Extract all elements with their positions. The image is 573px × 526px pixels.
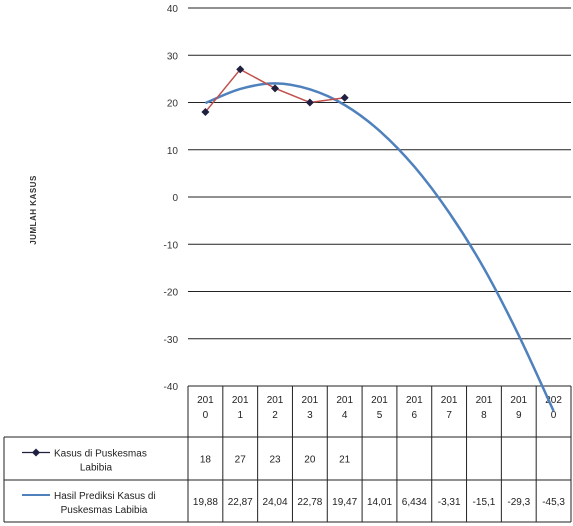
- x-tick-label: 201: [267, 395, 284, 406]
- x-tick-label: 201: [406, 395, 423, 406]
- y-tick-label: -30: [164, 335, 179, 346]
- x-tick-label: 9: [516, 410, 522, 421]
- series-line-prediction: [204, 82, 555, 412]
- x-tick-label: 0: [203, 410, 209, 421]
- y-tick-label: -40: [164, 382, 179, 393]
- data-label: 23: [269, 455, 281, 466]
- data-label: -3,31: [438, 497, 461, 508]
- y-tick-label: 20: [167, 99, 179, 110]
- data-label: 19,47: [332, 497, 357, 508]
- data-label: 22,78: [297, 497, 322, 508]
- data-label: 22,87: [228, 497, 253, 508]
- x-tick-label: 202: [545, 395, 562, 406]
- legend-entry-observed: Labibia: [80, 463, 113, 474]
- legend: Kasus di Puskesmas Labibia Hasil Prediksi …: [22, 448, 156, 516]
- y-tick-label: -20: [164, 288, 179, 299]
- data-label: -29,3: [507, 497, 530, 508]
- x-tick-label: 4: [342, 410, 348, 421]
- x-tick-label: 7: [446, 410, 452, 421]
- data-label: 19,88: [193, 497, 218, 508]
- legend-entry-observed: Kasus di Puskesmas: [54, 449, 147, 460]
- data-label: -15,1: [473, 497, 496, 508]
- x-tick-label: 8: [481, 410, 487, 421]
- series-markers: [201, 65, 349, 116]
- legend-entry-prediction: Hasil Prediksi Kasus di: [54, 491, 156, 502]
- y-tick-label: 0: [172, 193, 178, 204]
- legend-marker: [32, 448, 40, 457]
- y-axis-label: JUMLAH KASUS: [29, 175, 38, 245]
- data-point: [305, 98, 314, 107]
- x-tick-label: 201: [302, 395, 319, 406]
- x-tick-label: 6: [412, 410, 418, 421]
- data-point: [201, 107, 210, 116]
- x-tick-label: 201: [510, 395, 527, 406]
- x-tick-label: 201: [336, 395, 353, 406]
- x-tick-label: 0: [551, 410, 557, 421]
- data-label: 27: [235, 455, 247, 466]
- x-tick-label: 1: [237, 410, 243, 421]
- data-label: 20: [304, 455, 316, 466]
- x-tick-label: 3: [307, 410, 313, 421]
- data-label: 21: [339, 455, 351, 466]
- y-tick-labels: -40 -30 -20 -10 0 10 20 30 40: [164, 4, 179, 393]
- x-tick-label: 201: [476, 395, 493, 406]
- y-tick-label: -10: [164, 240, 179, 251]
- data-label: 14,01: [367, 497, 392, 508]
- data-point: [340, 93, 349, 102]
- y-tick-label: 10: [167, 146, 179, 157]
- x-tick-label: 2: [272, 410, 278, 421]
- gridlines: [188, 7, 571, 340]
- x-tick-label: 5: [377, 410, 383, 421]
- data-label: -45,3: [542, 497, 565, 508]
- series-lines: [204, 68, 555, 412]
- y-tick-label: 30: [167, 51, 179, 62]
- y-tick-label: 40: [167, 4, 179, 15]
- x-tick-label: 201: [371, 395, 388, 406]
- data-point: [271, 84, 280, 93]
- x-tick-label: 201: [232, 395, 249, 406]
- x-tick-label: 201: [197, 395, 214, 406]
- data-label: 24,04: [263, 497, 288, 508]
- x-tick-label: 201: [441, 395, 458, 406]
- data-point: [236, 65, 245, 74]
- data-label: 6,434: [402, 497, 427, 508]
- legend-entry-prediction: Puskesmas Labibia: [61, 505, 148, 516]
- data-label: 18: [200, 455, 212, 466]
- data-table: 2010201120122013201420152016201720182019…: [3, 385, 572, 523]
